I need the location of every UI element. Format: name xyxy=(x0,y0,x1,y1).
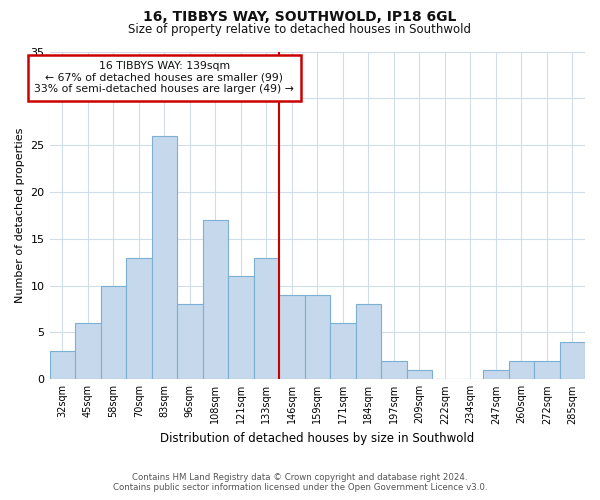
Bar xyxy=(356,304,381,380)
Bar xyxy=(305,295,330,380)
Bar xyxy=(152,136,177,380)
Bar xyxy=(381,360,407,380)
Bar xyxy=(407,370,432,380)
Bar xyxy=(330,323,356,380)
Bar xyxy=(483,370,509,380)
Bar xyxy=(560,342,585,380)
Y-axis label: Number of detached properties: Number of detached properties xyxy=(15,128,25,303)
Bar xyxy=(50,351,75,380)
Text: Contains HM Land Registry data © Crown copyright and database right 2024.
Contai: Contains HM Land Registry data © Crown c… xyxy=(113,473,487,492)
Bar xyxy=(509,360,534,380)
Text: 16 TIBBYS WAY: 139sqm
← 67% of detached houses are smaller (99)
33% of semi-deta: 16 TIBBYS WAY: 139sqm ← 67% of detached … xyxy=(34,61,294,94)
Bar xyxy=(101,286,126,380)
Bar xyxy=(254,258,279,380)
Bar xyxy=(126,258,152,380)
Text: Size of property relative to detached houses in Southwold: Size of property relative to detached ho… xyxy=(128,22,472,36)
Bar xyxy=(534,360,560,380)
Bar xyxy=(279,295,305,380)
Text: 16, TIBBYS WAY, SOUTHWOLD, IP18 6GL: 16, TIBBYS WAY, SOUTHWOLD, IP18 6GL xyxy=(143,10,457,24)
Bar xyxy=(203,220,228,380)
X-axis label: Distribution of detached houses by size in Southwold: Distribution of detached houses by size … xyxy=(160,432,475,445)
Bar xyxy=(228,276,254,380)
Bar xyxy=(177,304,203,380)
Bar xyxy=(75,323,101,380)
